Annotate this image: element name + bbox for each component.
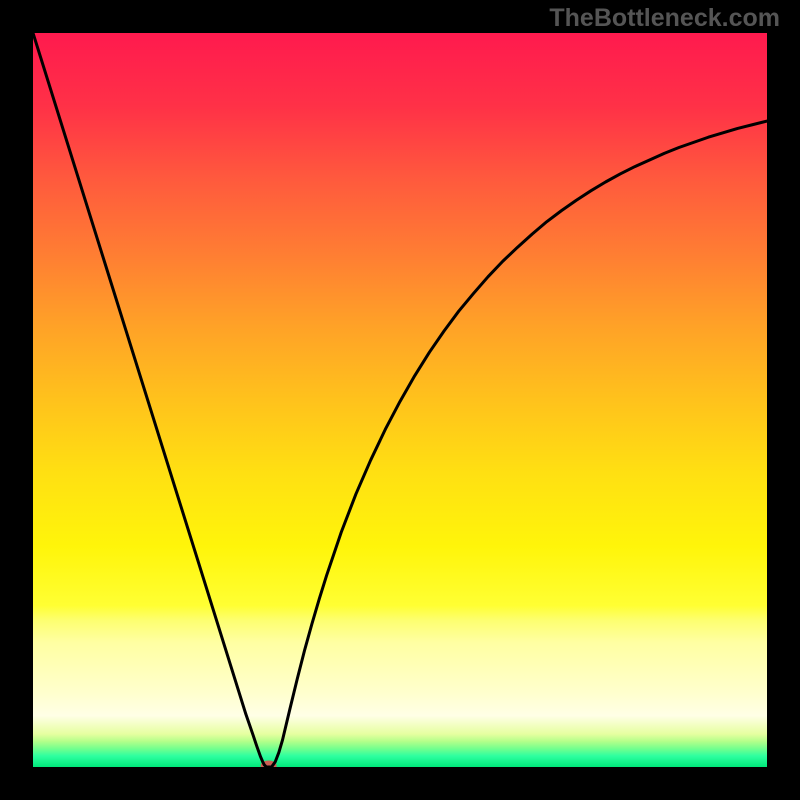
figure-root: TheBottleneck.com	[0, 0, 800, 800]
watermark-text: TheBottleneck.com	[549, 4, 780, 33]
gradient-background	[33, 33, 767, 767]
plot-area	[33, 33, 767, 767]
